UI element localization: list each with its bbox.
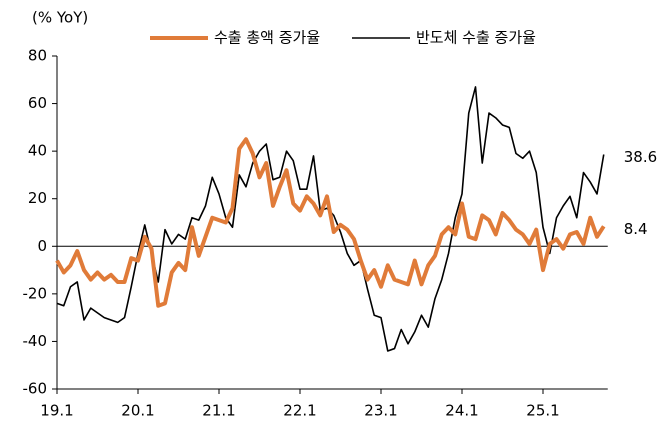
y-tick-label: -60: [23, 380, 48, 398]
x-tick-label: 22.1: [283, 402, 316, 420]
y-tick-label: 60: [28, 94, 47, 112]
x-tick-label: 24.1: [445, 402, 478, 420]
legend-label: 반도체 수출 증가율: [416, 29, 536, 47]
x-tick-label: 21.1: [202, 402, 235, 420]
end-value-label: 38.6: [624, 148, 657, 166]
series-line: [55, 137, 606, 308]
y-axis-label: (% YoY): [32, 9, 88, 27]
y-tick-label: 40: [28, 142, 47, 160]
x-tick-label: 23.1: [364, 402, 397, 420]
y-tick-label: -40: [23, 332, 48, 350]
x-tick-label: 25.1: [526, 402, 559, 420]
end-value-label: 8.4: [624, 220, 648, 238]
y-tick-label: 80: [28, 47, 47, 65]
y-tick-label: 0: [37, 237, 47, 255]
x-tick-label: 19.1: [40, 402, 73, 420]
x-tick-label: 20.1: [121, 402, 154, 420]
y-tick-label: -20: [23, 284, 48, 302]
legend-label: 수출 총액 증가율: [214, 29, 320, 47]
y-tick-label: 20: [28, 189, 47, 207]
